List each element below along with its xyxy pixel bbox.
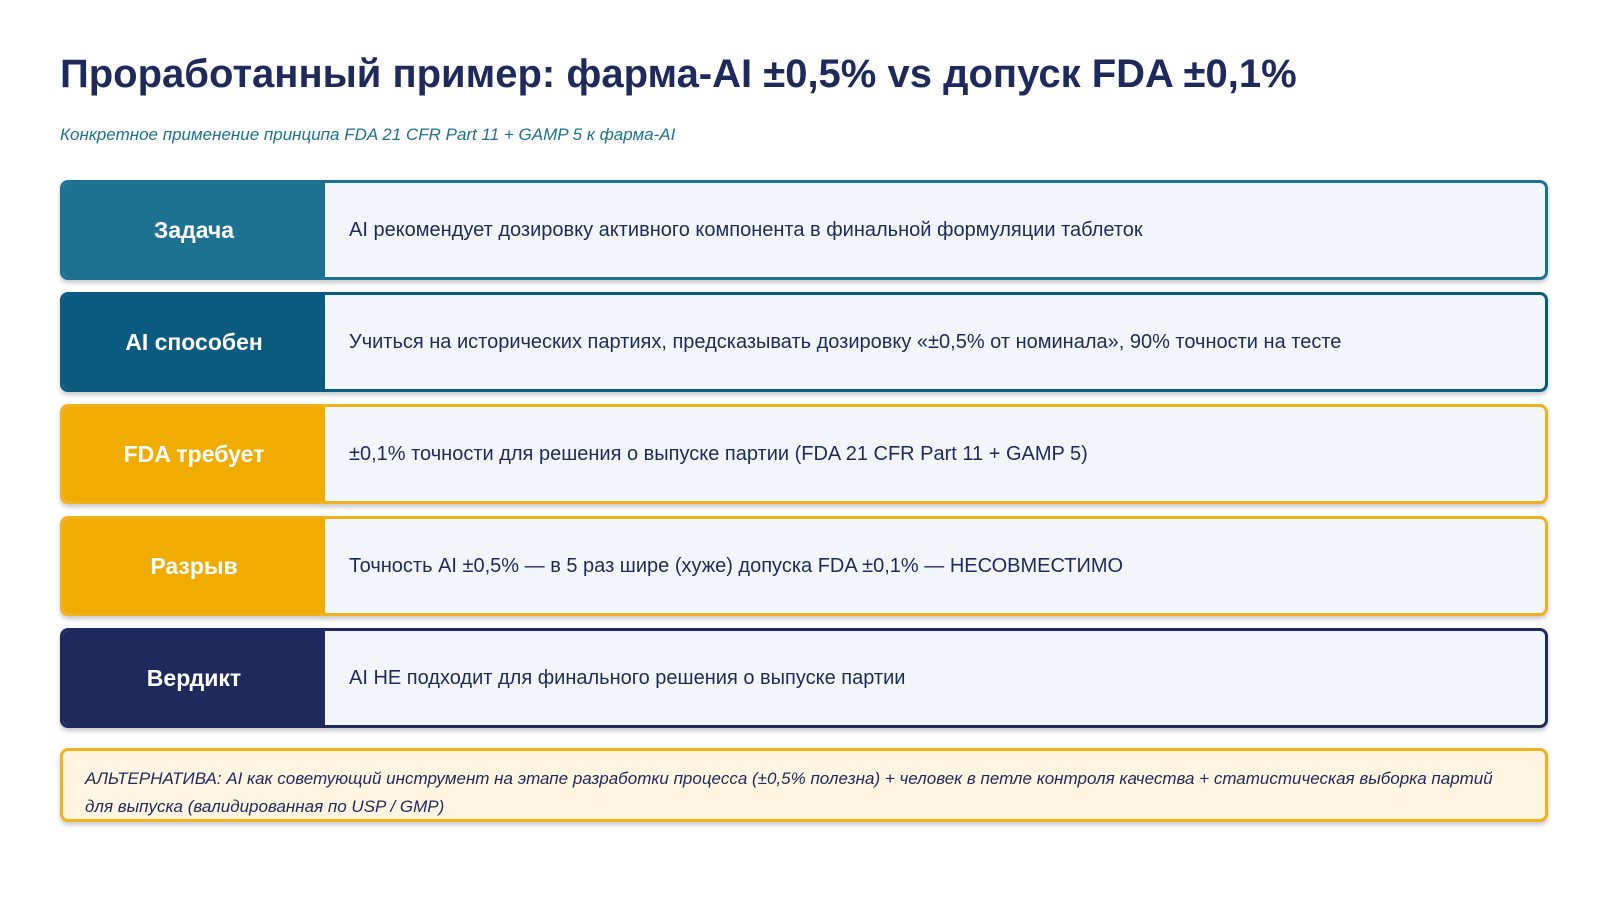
row-ai-capable: AI способен Учиться на исторических парт…: [60, 292, 1548, 392]
row-label-fda-requires: FDA требует: [63, 407, 325, 501]
row-label-task: Задача: [63, 183, 325, 277]
row-text-ai-capable: Учиться на исторических партиях, предска…: [349, 330, 1342, 353]
row-text-task: AI рекомендует дозировку активного компо…: [349, 218, 1143, 241]
page-subtitle: Конкретное применение принципа FDA 21 CF…: [60, 125, 676, 144]
comparison-table: Задача AI рекомендует дозировку активног…: [60, 180, 1548, 740]
alternative-callout: АЛЬТЕРНАТИВА: AI как советующий инструме…: [60, 748, 1548, 822]
row-gap: Разрыв Точность AI ±0,5% — в 5 раз шире …: [60, 516, 1548, 616]
row-task: Задача AI рекомендует дозировку активног…: [60, 180, 1548, 280]
row-label-verdict: Вердикт: [63, 631, 325, 725]
row-label-ai-capable: AI способен: [63, 295, 325, 389]
row-fda-requires: FDA требует ±0,1% точности для решения о…: [60, 404, 1548, 504]
row-text-gap: Точность AI ±0,5% — в 5 раз шире (хуже) …: [349, 554, 1124, 577]
row-text-verdict: AI НЕ подходит для финального решения о …: [349, 666, 906, 689]
row-text-fda-requires: ±0,1% точности для решения о выпуске пар…: [349, 442, 1088, 465]
row-label-gap: Разрыв: [63, 519, 325, 613]
row-verdict: Вердикт AI НЕ подходит для финального ре…: [60, 628, 1548, 728]
page-title: Проработанный пример: фарма-AI ±0,5% vs …: [60, 52, 1297, 96]
